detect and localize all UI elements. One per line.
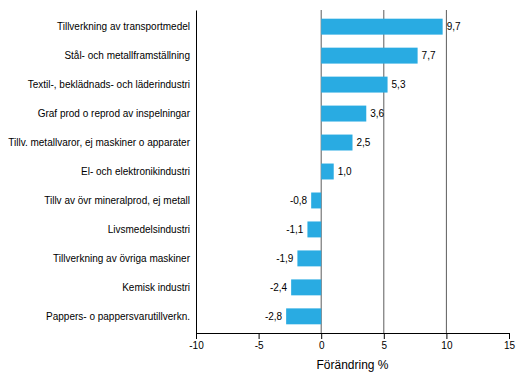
bar: [291, 279, 321, 295]
tick-label: Textil-, beklädnads- och läderindustri: [28, 79, 190, 90]
tick-label: -10: [189, 340, 204, 351]
bar: [321, 106, 366, 122]
tick: Tillverkning av transportmedel: [57, 21, 190, 32]
tick-label: Tillverkning av övriga maskiner: [53, 253, 191, 264]
reference-line: [446, 10, 447, 333]
data-label: 3,6: [370, 108, 384, 119]
tick: Livsmedelsindustri: [108, 224, 190, 235]
bar: [311, 193, 321, 209]
axis-line: [196, 11, 197, 334]
data-label: 2,5: [357, 137, 371, 148]
tick: -5: [255, 333, 264, 351]
data-label: 5,3: [392, 79, 406, 90]
tick: -10: [189, 333, 204, 351]
tick: Tillv. metallvaror, ej maskiner o appara…: [8, 137, 190, 148]
tick: Graf prod o reprod av inspelningar: [38, 108, 191, 119]
tick: Pappers- o pappersvarutillverkn.: [46, 311, 190, 322]
tick: 5: [382, 333, 388, 351]
data-label: 9,7: [447, 21, 461, 32]
tick-mark: [259, 333, 260, 339]
tick-label: 15: [504, 340, 516, 351]
tick-mark: [384, 333, 385, 339]
tick: Tillverkning av övriga maskiner: [53, 253, 191, 264]
bar: [286, 308, 321, 324]
tick-label: Livsmedelsindustri: [108, 224, 190, 235]
tick-mark: [321, 333, 322, 339]
tick-label: Tillv. metallvaror, ej maskiner o appara…: [8, 137, 190, 148]
bar: [321, 164, 334, 180]
tick: 0: [319, 333, 325, 351]
data-label: 1,0: [338, 166, 352, 177]
bar: [321, 77, 387, 93]
bar: [321, 19, 442, 35]
bar: [307, 221, 321, 237]
axis-line: [197, 334, 510, 340]
tick: 10: [441, 333, 453, 351]
tick-label: 10: [441, 340, 453, 351]
tick: Textil-, beklädnads- och läderindustri: [28, 79, 190, 90]
tick: 15: [504, 333, 516, 351]
data-label: -1,9: [276, 253, 294, 264]
tick-label: Graf prod o reprod av inspelningar: [38, 108, 191, 119]
tick-label: Stål- och metallframställning: [64, 50, 190, 61]
bar: [297, 250, 321, 266]
plot-area: [286, 10, 446, 333]
data-label: -2,4: [270, 282, 288, 293]
tick-label: Tillv av övr mineralprod, ej metall: [44, 195, 190, 206]
x-axis: -10 -5 0 5 10 15: [189, 333, 515, 351]
bar: [321, 135, 352, 151]
tick-mark: [509, 333, 510, 339]
tick-mark: [196, 333, 197, 339]
data-label: -1,1: [286, 224, 304, 235]
data-label: -2,8: [265, 311, 283, 322]
tick: El- och elektronikindustri: [81, 166, 190, 177]
data-labels: -2,8 -2,4 -1,9 -1,1 -0,8 1,0 2,5 3,6 5,3 7,7 9,7: [265, 21, 461, 322]
y-axis: Pappers- o pappersvarutillverkn. Kemisk i…: [8, 11, 196, 334]
tick-label: Kemisk industri: [122, 282, 190, 293]
tick: Tillv av övr mineralprod, ej metall: [44, 195, 190, 206]
x-axis-title: Förändring %: [316, 358, 388, 372]
tick-mark: [446, 333, 447, 339]
tick-label: 0: [319, 340, 325, 351]
bars: [286, 19, 443, 325]
chart: -10 -5 0 5 10 15 Pappers- o pappersvarutillver…: [0, 0, 529, 377]
data-label: 7,7: [422, 50, 436, 61]
bar: [321, 48, 417, 64]
tick-label: Pappers- o pappersvarutillverkn.: [46, 311, 190, 322]
tick-label: El- och elektronikindustri: [81, 166, 190, 177]
tick-label: Tillverkning av transportmedel: [57, 21, 190, 32]
tick-label: 5: [382, 340, 388, 351]
data-label: -0,8: [290, 195, 308, 206]
tick-label: -5: [255, 340, 264, 351]
tick: Kemisk industri: [122, 282, 190, 293]
tick: Stål- och metallframställning: [64, 50, 190, 61]
